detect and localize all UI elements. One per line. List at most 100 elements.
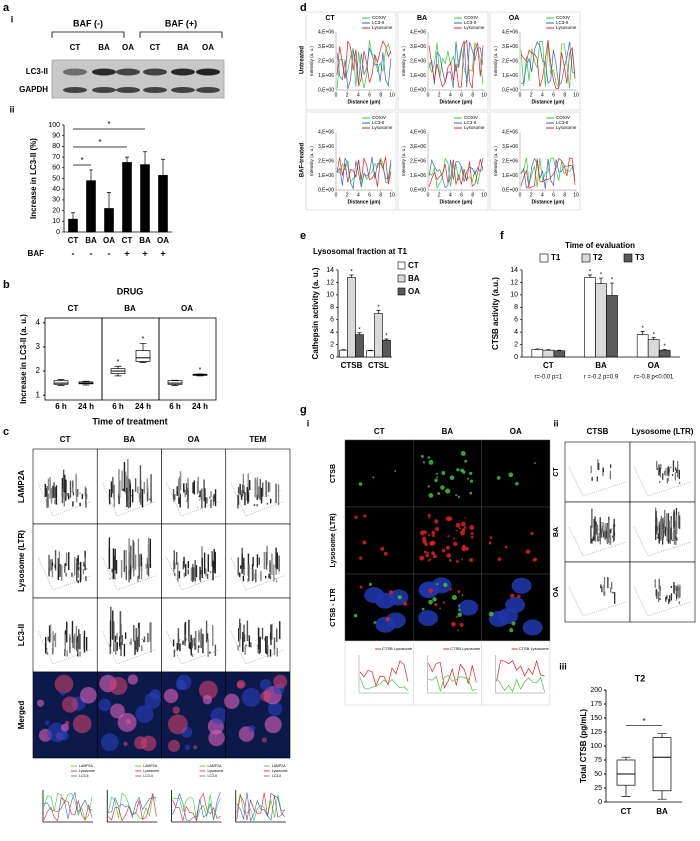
bar [636,334,649,358]
puncta [434,478,438,483]
y-axis-label: Increase in LC3-II (%) [29,138,38,219]
y-tick-label: 6 [514,317,518,324]
x-tick-label: 4 [357,92,360,98]
error-bar [588,274,592,278]
profile-line [428,157,484,190]
surface-plot [564,561,631,623]
y-axis-label: Intensity (a. u.) [309,46,314,76]
legend-swatch [397,287,406,296]
sub-label: ii [553,418,558,428]
y-tick-label: 8 [514,304,518,311]
row-label: Untreated [300,46,306,74]
puncta [462,544,466,548]
chart-title: Lysosomal fraction at T1 [313,247,408,256]
legend-label: Lysosome [372,125,393,130]
x-tick-label: 2 [346,92,349,98]
legend-label: LAMP2A [143,764,157,768]
puncta [428,493,434,498]
legend-label: BA [408,274,420,283]
y-tick-label: 75 [594,757,602,764]
bar [531,349,544,358]
x-axis-label: Time of treatment [92,416,167,426]
legend-label: COXIV [464,115,478,120]
y-tick-label: 100 [590,743,602,750]
legend-label: LAMP2A [272,764,286,768]
micrograph-blob [144,692,161,709]
profile-line [428,159,484,188]
whisker-cap [657,733,667,800]
micrograph-blob [45,720,50,726]
sub-label: ii [9,104,14,114]
profile-line [520,40,576,89]
puncta [455,522,461,528]
legend-label: Lysosome [208,769,224,773]
puncta [489,536,493,539]
band [143,68,167,76]
puncta [419,530,426,536]
micrograph-blob [80,686,97,704]
x-tick-label: BA [139,236,151,245]
profile-panel [397,111,489,211]
x-tick-label: 6 [368,92,371,98]
micrograph-blob [224,693,240,709]
y-tick-label: 80 [52,143,60,150]
puncta [434,519,439,524]
micrograph-blob [72,714,92,734]
y-axis-label: Cathepsin activity (a. u.) [311,267,320,359]
nucleus [458,599,479,616]
micrograph-blob [198,680,218,700]
y-tick-label: 2,E+06 [410,158,426,164]
y-tick-label: 4,E+06 [318,29,334,35]
x-tick-label: 8 [563,92,566,98]
panel-letter: c [3,426,9,438]
y-tick-label: 0 [56,229,60,236]
puncta [394,470,397,472]
profile-panel [413,640,482,706]
profile-line [496,659,545,682]
band [171,87,195,93]
micrograph-blob [140,735,157,752]
legend-label: CTSB [519,646,530,651]
puncta [455,560,459,563]
whisker-cap [82,380,90,386]
puncta [383,551,388,556]
whisker-cap [114,365,122,377]
micrograph-blob [98,698,111,712]
puncta [534,462,536,464]
x-tick-label: CT [68,236,79,245]
puncta [457,612,462,617]
legend-label: CTSB [382,646,393,651]
profile-line [520,157,576,189]
puncta [439,607,442,610]
puncta [449,475,455,481]
puncta [403,601,408,606]
y-tick-label: 12 [510,279,518,286]
x-tick-label: 2 [438,92,441,98]
legend-label: Lysosome [556,125,577,130]
profile-line [520,157,576,189]
lane-label: BA [177,43,189,52]
puncta [419,555,425,561]
y-tick-label: 4 [36,318,41,327]
x-tick-label: 2 [438,192,441,198]
error-bar [546,349,551,351]
legend-label: COXIV [556,15,570,20]
bar [122,162,132,233]
profile-panel [481,640,551,706]
micrograph-blob [260,690,272,702]
puncta [461,528,466,532]
error-bar [71,212,75,220]
puncta [460,451,466,456]
y-tick-label: 125 [590,729,602,736]
profile-line [43,797,93,822]
puncta [354,515,358,520]
profile-line [520,40,576,90]
y-tick-label: 0,E+00 [502,87,518,93]
y-tick-label: 3,E+06 [318,144,334,150]
row-label: LC3-II [17,624,26,646]
y-tick-label: 1,E+06 [318,173,334,179]
panel-letter: g [300,404,307,416]
profile-line [43,791,93,819]
significance: * [358,327,361,333]
error-bar [640,331,645,335]
